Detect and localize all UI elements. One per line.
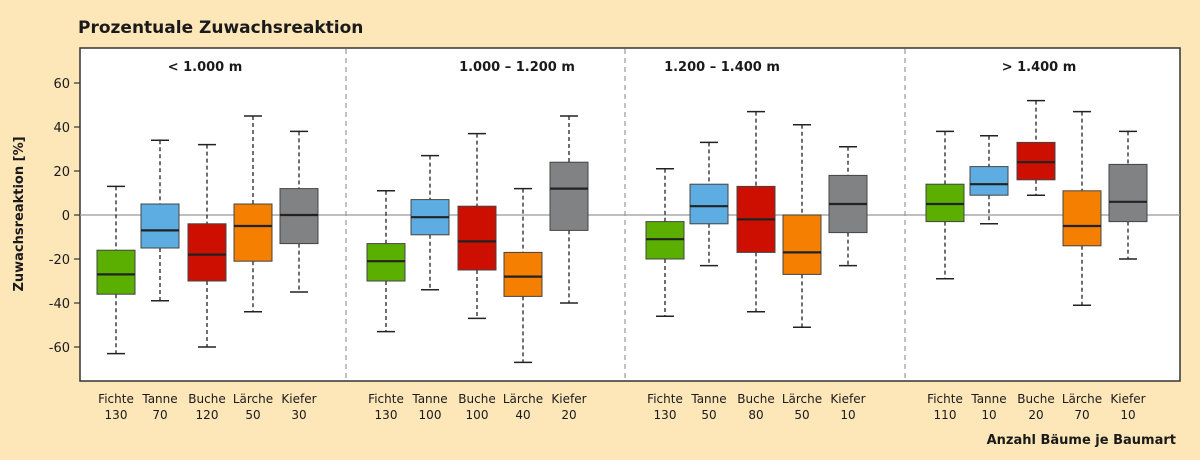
y-tick-label: -20: [49, 253, 70, 268]
x-category-label: Tanne: [141, 392, 177, 406]
x-count-label: 10: [1120, 408, 1135, 422]
x-category-label: Buche: [188, 392, 225, 406]
x-count-label: 50: [701, 408, 716, 422]
x-count-label: 70: [152, 408, 167, 422]
y-tick-label: -40: [49, 297, 70, 312]
panel-header: 1.200 – 1.400 m: [664, 60, 780, 75]
x-category-label: Tanne: [970, 392, 1006, 406]
x-category-label: Fichte: [647, 392, 683, 406]
panel-header: < 1.000 m: [168, 60, 243, 75]
x-category-label: Fichte: [368, 392, 404, 406]
x-category-label: Buche: [737, 392, 774, 406]
x-category-label: Kiefer: [1110, 392, 1145, 406]
box-fichte: [96, 249, 136, 295]
x-count-label: 20: [1028, 408, 1043, 422]
box-kiefer: [1108, 163, 1148, 223]
x-category-label: Lärche: [782, 392, 822, 406]
box-fichte: [645, 221, 685, 260]
panel-header: > 1.400 m: [1002, 60, 1077, 75]
chart-title: Prozentuale Zuwachsreaktion: [78, 18, 363, 38]
x-category-label: Kiefer: [830, 392, 865, 406]
x-category-label: Buche: [1017, 392, 1054, 406]
x-count-label: 30: [291, 408, 306, 422]
x-count-label: 40: [515, 408, 530, 422]
x-category-label: Lärche: [1062, 392, 1102, 406]
y-tick-label: 0: [62, 209, 70, 224]
x-count-label: 130: [105, 408, 128, 422]
box-lärche: [233, 203, 273, 262]
box-lärche: [1062, 190, 1102, 247]
x-category-label: Buche: [458, 392, 495, 406]
x-category-label: Lärche: [503, 392, 543, 406]
box-buche: [457, 205, 497, 271]
panel-header: 1.000 – 1.200 m: [459, 60, 575, 75]
x-count-label: 50: [794, 408, 809, 422]
x-category-label: Tanne: [690, 392, 726, 406]
y-tick-label: 40: [53, 121, 70, 136]
y-tick-label: -60: [49, 341, 70, 356]
x-category-label: Kiefer: [281, 392, 316, 406]
x-count-label: 70: [1074, 408, 1089, 422]
x-count-label: 80: [748, 408, 763, 422]
plot-marks: < 1.000 m Fichte 130 Tanne 70 Buche 120 Lärche 5…: [80, 49, 1180, 422]
y-tick-label: 60: [53, 77, 70, 92]
y-axis: 60 40 20 0 -20 -40 -60: [49, 77, 80, 356]
x-count-label: 130: [375, 408, 398, 422]
box-kiefer: [549, 161, 589, 231]
box-buche: [187, 223, 227, 282]
box-kiefer: [279, 188, 319, 245]
x-axis-label: Anzahl Bäume je Baumart: [987, 433, 1176, 448]
box-lärche: [503, 251, 543, 297]
box-tanne: [140, 203, 180, 249]
y-axis-label: Zuwachsreaktion [%]: [12, 136, 27, 291]
x-category-label: Lärche: [233, 392, 273, 406]
x-count-label: 110: [934, 408, 957, 422]
y-tick-label: 20: [53, 165, 70, 180]
x-count-label: 20: [561, 408, 576, 422]
x-count-label: 10: [840, 408, 855, 422]
x-count-label: 100: [466, 408, 489, 422]
x-category-label: Fichte: [98, 392, 134, 406]
x-category-label: Tanne: [411, 392, 447, 406]
x-count-label: 120: [196, 408, 219, 422]
x-category-label: Fichte: [927, 392, 963, 406]
x-category-label: Kiefer: [551, 392, 586, 406]
box-lärche: [782, 214, 822, 275]
x-count-label: 130: [654, 408, 677, 422]
x-count-label: 10: [981, 408, 996, 422]
x-count-label: 100: [419, 408, 442, 422]
x-count-label: 50: [245, 408, 260, 422]
box-tanne: [969, 166, 1009, 196]
box-tanne: [689, 183, 729, 225]
